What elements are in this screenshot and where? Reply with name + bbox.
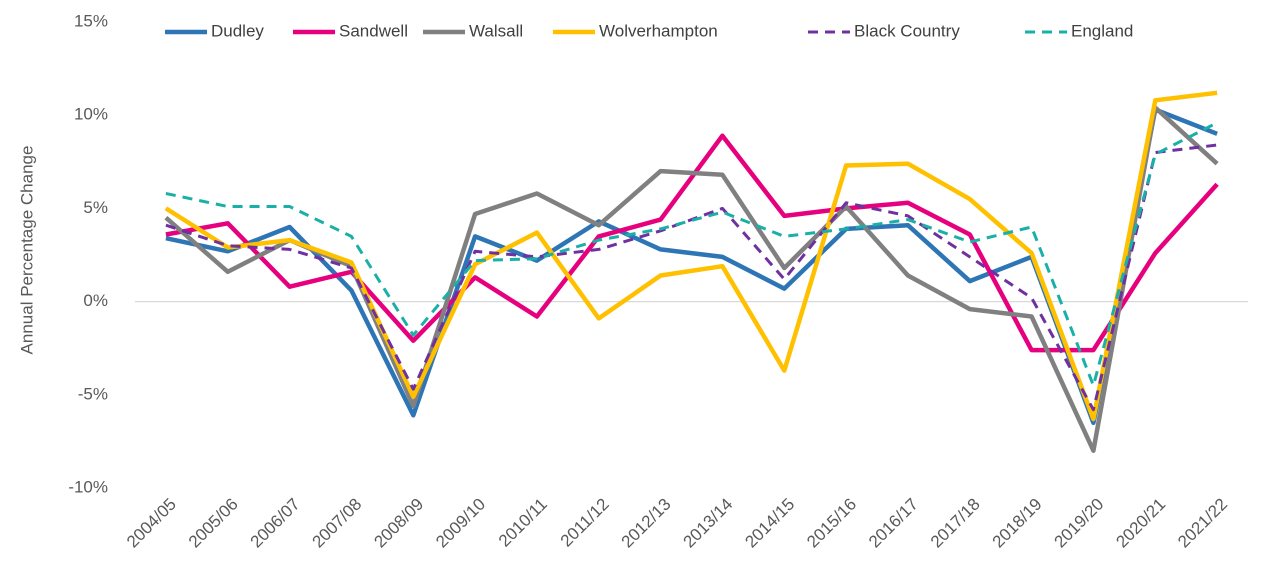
x-tick-label: 2021/22 — [1174, 495, 1231, 552]
series-line — [165, 133, 1219, 353]
x-tick-label: 2018/19 — [989, 495, 1046, 552]
x-tick-label: 2007/08 — [309, 495, 366, 552]
x-tick-label: 2009/10 — [432, 495, 489, 552]
x-tick-label: 2020/21 — [1112, 495, 1169, 552]
y-tick-label: 15% — [74, 11, 108, 30]
y-tick-label: 10% — [74, 105, 108, 124]
y-tick-label: 0% — [83, 291, 108, 310]
x-tick-label: 2008/09 — [370, 495, 427, 552]
x-tick-label: 2011/12 — [557, 495, 613, 551]
x-tick-label: 2005/06 — [185, 495, 242, 552]
x-tick-label: 2014/15 — [741, 495, 798, 552]
legend-label: Dudley — [211, 21, 264, 40]
x-tick-label: 2004/05 — [123, 495, 180, 552]
series-line — [165, 121, 1218, 387]
series-line — [164, 90, 1218, 422]
y-tick-label: -5% — [78, 384, 108, 403]
legend-label: Walsall — [469, 21, 523, 40]
x-tick-label: 2013/14 — [680, 495, 737, 552]
x-tick-label: 2015/16 — [803, 495, 860, 552]
y-tick-label: -10% — [68, 477, 108, 496]
legend: Dudley Sandwell Walsall Wolverhampton Black … — [165, 21, 1133, 40]
y-axis-label: Annual Percentage Change — [17, 146, 36, 355]
x-tick-label: 2006/07 — [247, 495, 304, 552]
x-tick-label: 2012/13 — [618, 495, 675, 552]
series-line — [164, 105, 1219, 453]
x-tick-label: 2017/18 — [927, 495, 984, 552]
legend-label: England — [1071, 21, 1133, 40]
legend-label: Wolverhampton — [599, 21, 718, 40]
legend-label: Sandwell — [339, 21, 408, 40]
legend-label: Black Country — [854, 21, 960, 40]
x-tick-label: 2016/17 — [865, 495, 922, 552]
x-tick-label: 2019/20 — [1051, 495, 1108, 552]
series-line — [165, 143, 1218, 412]
y-tick-label: 5% — [83, 198, 108, 217]
x-tick-label: 2010/11 — [495, 495, 551, 551]
